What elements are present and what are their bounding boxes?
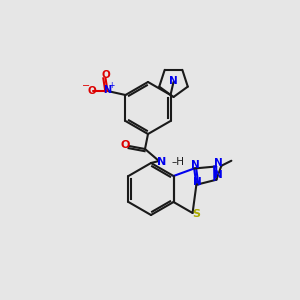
Text: N: N (191, 160, 200, 170)
Text: N: N (214, 158, 223, 169)
Text: +: + (108, 80, 115, 89)
Text: N: N (158, 157, 166, 167)
Text: N: N (169, 76, 178, 86)
Text: O: O (87, 86, 96, 96)
Text: N: N (103, 85, 112, 95)
Text: N: N (193, 177, 202, 187)
Text: S: S (193, 209, 201, 219)
Text: O: O (101, 70, 110, 80)
Text: −: − (82, 81, 91, 91)
Text: N: N (214, 170, 223, 180)
Text: –H: –H (171, 157, 184, 167)
Text: O: O (120, 140, 130, 150)
